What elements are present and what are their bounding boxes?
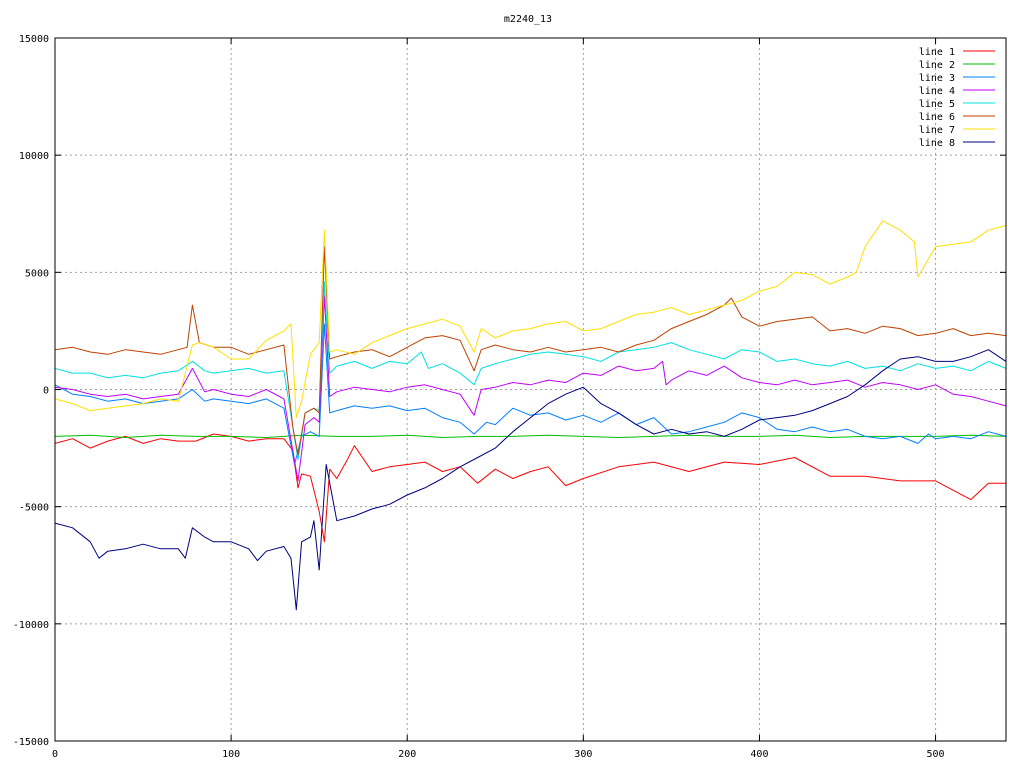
x-tick-label: 500 (927, 749, 945, 760)
legend-label-6: line 6 (919, 112, 955, 123)
chart-title: m2240_13 (504, 14, 552, 25)
y-tick-label: -5000 (19, 503, 49, 514)
x-tick-label: 0 (52, 749, 58, 760)
x-tick-label: 300 (574, 749, 592, 760)
legend-label-1: line 1 (919, 47, 955, 58)
x-tick-label: 200 (398, 749, 416, 760)
series-line-4 (54, 295, 1007, 482)
y-tick-label: 15000 (19, 34, 49, 45)
series-line-3 (54, 323, 1007, 465)
series-line-1 (54, 433, 1006, 543)
legend-label-8: line 8 (919, 138, 955, 149)
grid (55, 38, 1006, 741)
x-tick-label: 100 (222, 749, 240, 760)
y-tick-label: 10000 (19, 151, 49, 162)
legend-label-7: line 7 (919, 125, 955, 136)
legend: line 1 line 2 line 3 line 4 line 5 line 6 line… (919, 47, 995, 149)
legend-label-4: line 4 (919, 86, 955, 97)
y-tick-label: 5000 (25, 268, 49, 279)
series-lines (54, 220, 1007, 611)
ticks (54, 37, 1006, 742)
y-tick-label: -15000 (13, 737, 49, 748)
series-line-7 (54, 220, 1007, 419)
y-tick-label: -10000 (13, 620, 49, 631)
series-line-2 (54, 434, 1007, 438)
legend-label-5: line 5 (919, 99, 955, 110)
y-tick-label: 0 (43, 386, 49, 397)
legend-label-2: line 2 (919, 60, 955, 71)
x-tick-label: 400 (750, 749, 768, 760)
tick-labels: 0 100 200 300 400 500 -15000 -10000 -5000 0 5000 10… (13, 34, 945, 760)
legend-label-3: line 3 (919, 73, 955, 84)
series-line-5 (54, 281, 1007, 461)
series-line-8 (54, 349, 1007, 611)
